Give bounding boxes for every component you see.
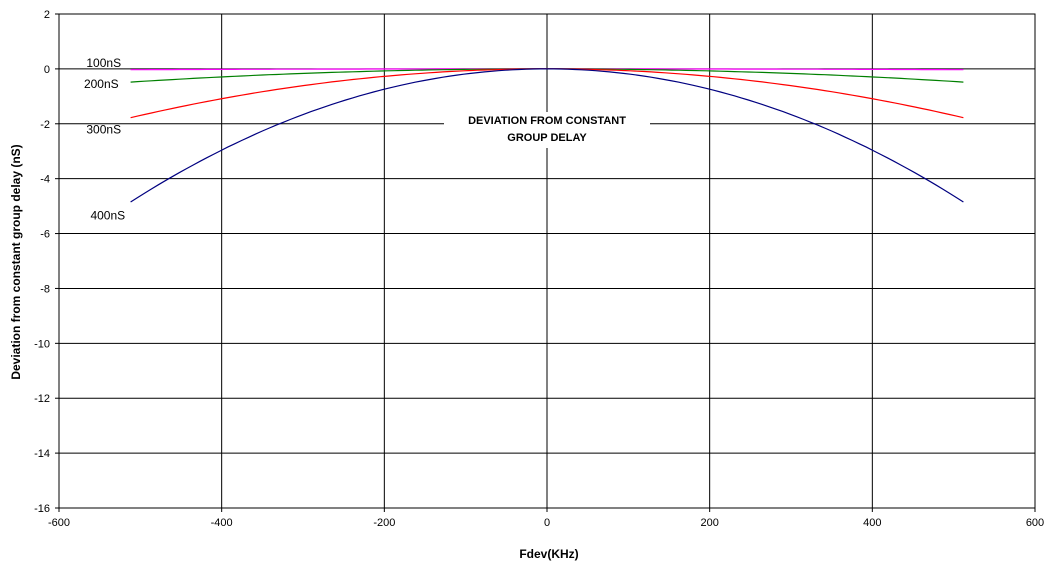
x-tick-label: -200 xyxy=(373,517,395,529)
y-tick-label: -10 xyxy=(34,338,50,350)
x-tick-label: -600 xyxy=(48,517,70,529)
annotation-line-2: GROUP DELAY xyxy=(507,132,587,144)
series-label-200nS: 200nS xyxy=(84,77,119,91)
x-tick-label: 400 xyxy=(863,517,881,529)
axes-layer: 2 0 -2 -4 -6 -8 -10 -12 -14 -16 -600 -400 -200 0 200 40… xyxy=(34,9,1044,529)
series-label-300nS: 300nS xyxy=(86,122,121,136)
series-label-400nS: 400nS xyxy=(90,209,125,223)
labels-layer: 100nS 200nS 300nS 400nS xyxy=(84,56,125,223)
y-tick-label: -14 xyxy=(34,448,50,460)
y-tick-label: -8 xyxy=(40,283,50,295)
y-axis-title: Deviation from constant group delay (nS) xyxy=(9,144,23,379)
grid-layer xyxy=(58,13,1036,509)
plot-border xyxy=(58,13,1036,509)
x-axis-title: Fdev(KHz) xyxy=(519,547,578,561)
y-tick-label: -4 xyxy=(40,174,50,186)
y-tick-label: -2 xyxy=(40,119,50,131)
series-line-400nS xyxy=(130,68,964,203)
y-tick-label: -6 xyxy=(40,229,50,241)
chart-annotation: DEVIATION FROM CONSTANT GROUP DELAY xyxy=(444,112,650,148)
x-tick-label: 200 xyxy=(700,517,718,529)
series-layer xyxy=(130,68,964,203)
annotation-line-1: DEVIATION FROM CONSTANT xyxy=(468,115,626,127)
x-tick-label: -400 xyxy=(211,517,233,529)
series-label-100nS: 100nS xyxy=(86,56,121,70)
y-tick-label: 2 xyxy=(44,9,50,21)
y-tick-label: -16 xyxy=(34,503,50,515)
y-tick-label: -12 xyxy=(34,393,50,405)
annotation-background xyxy=(444,112,650,148)
y-tick-label: 0 xyxy=(44,64,50,76)
x-tick-label: 600 xyxy=(1026,517,1044,529)
x-tick-label: 0 xyxy=(544,517,550,529)
